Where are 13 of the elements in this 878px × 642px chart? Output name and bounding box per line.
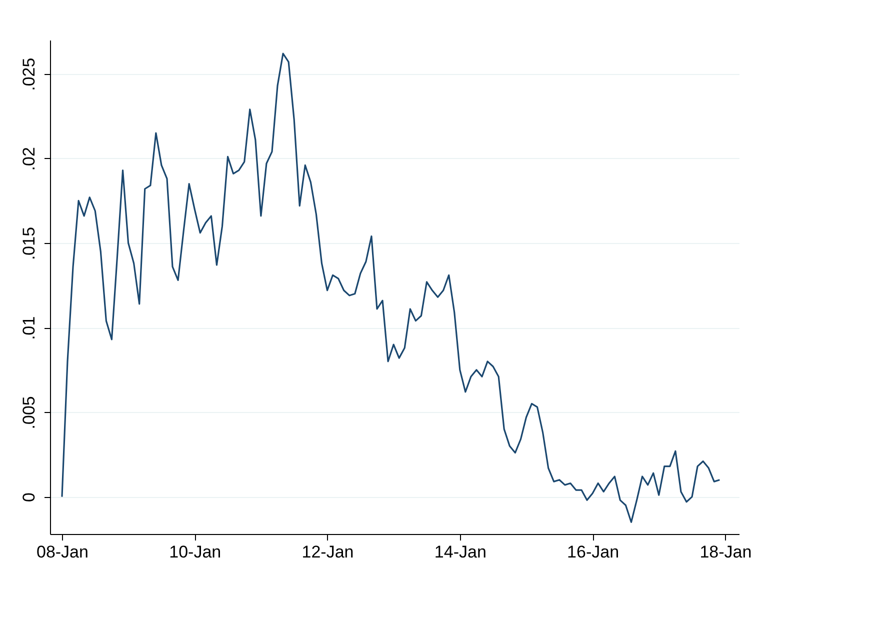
y-tick-label: .02 (20, 147, 38, 171)
y-tick-label: .005 (20, 396, 38, 430)
x-tick-label: 10-Jan (169, 542, 222, 562)
x-tick-label: 16-Jan (567, 542, 620, 562)
x-tick-label: 18-Jan (700, 542, 752, 562)
y-tick-label: .025 (20, 58, 38, 91)
y-tick-label: .01 (20, 316, 38, 340)
x-tick-label: 08-Jan (36, 542, 88, 562)
x-tick-label: 12-Jan (302, 542, 354, 562)
line-series (61, 52, 720, 523)
x-tick-label: 14-Jan (434, 542, 486, 562)
y-tick-label: 0 (20, 492, 38, 502)
y-tick-label: .015 (20, 226, 38, 260)
